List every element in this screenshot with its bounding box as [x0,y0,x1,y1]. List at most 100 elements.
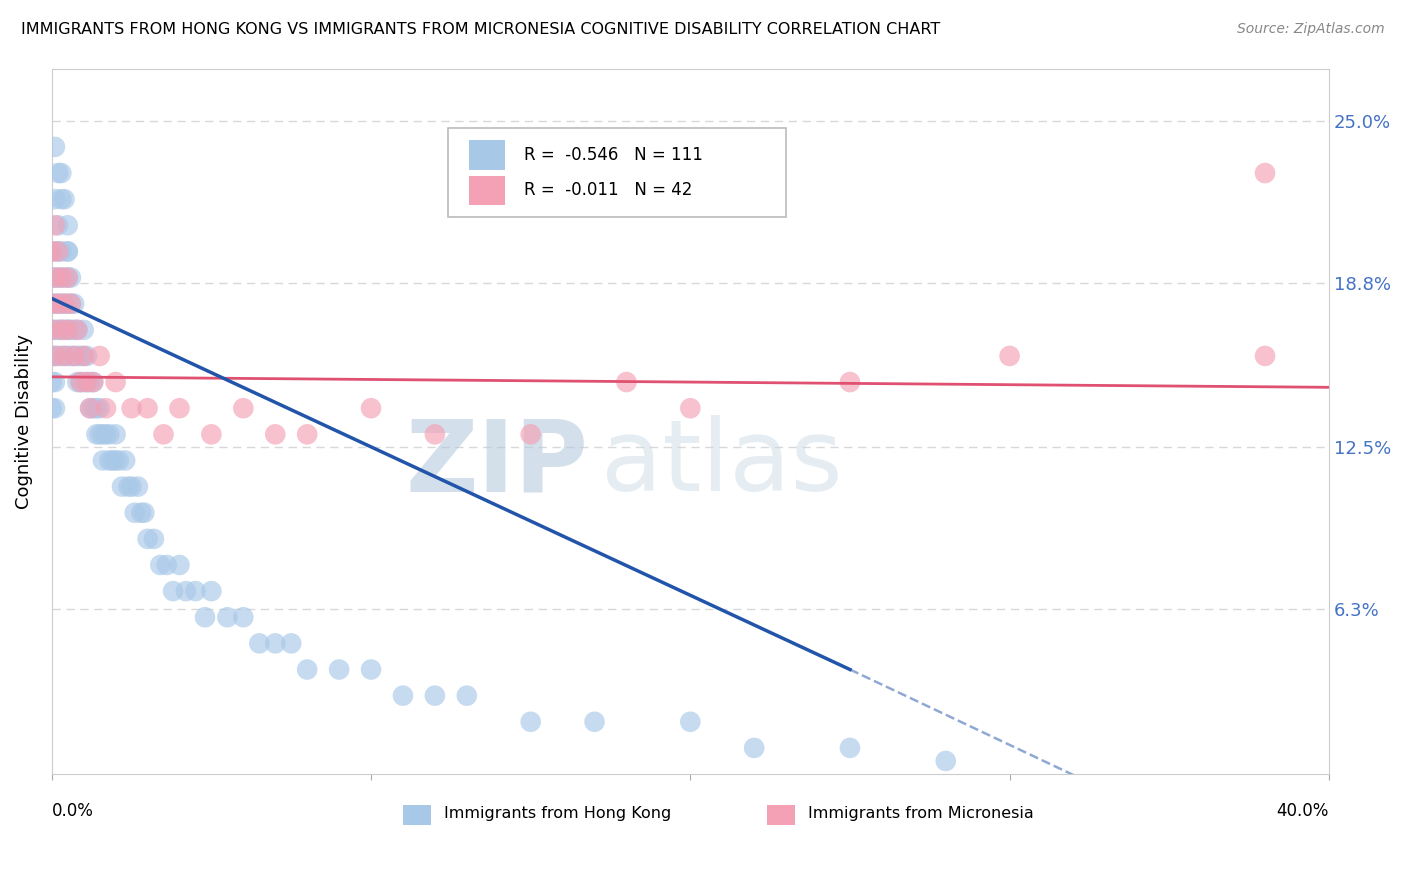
Point [51,323,73,337]
Point [51,192,73,206]
Point [104,427,127,442]
Point [69,375,91,389]
Point [53,349,76,363]
Point [41,401,63,416]
Point [59,270,82,285]
Text: Immigrants from Hong Kong: Immigrants from Hong Kong [444,806,671,821]
Point [44,192,66,206]
Point [63,296,86,310]
Point [247,636,270,650]
Point [91,453,114,467]
Text: R =  -0.011   N = 42: R = -0.011 N = 42 [524,181,693,200]
Point [392,689,415,703]
Point [79,401,101,416]
Point [76,349,98,363]
Point [360,401,382,416]
Point [360,663,382,677]
Point [104,375,127,389]
Point [59,296,82,310]
Point [162,584,184,599]
Point [136,401,159,416]
Point [121,480,143,494]
Point [51,349,73,363]
Point [56,323,79,337]
Point [44,270,66,285]
Point [53,296,76,310]
Point [423,427,446,442]
Point [107,453,129,467]
Point [44,244,66,259]
Point [73,323,96,337]
Point [328,663,350,677]
Point [91,427,114,442]
Point [117,480,139,494]
Point [41,323,63,337]
Point [86,427,108,442]
Point [295,663,318,677]
Point [44,401,66,416]
Point [66,323,89,337]
Point [142,532,165,546]
Point [41,323,63,337]
Point [174,584,197,599]
Point [56,244,79,259]
Point [66,349,89,363]
Bar [766,805,794,825]
Point [79,375,101,389]
Text: IMMIGRANTS FROM HONG KONG VS IMMIGRANTS FROM MICRONESIA COGNITIVE DISABILITY COR: IMMIGRANTS FROM HONG KONG VS IMMIGRANTS … [21,22,941,37]
Point [44,349,66,363]
Point [56,323,79,337]
Point [456,689,478,703]
Bar [470,140,505,169]
Point [184,584,207,599]
Point [98,453,121,467]
Point [217,610,239,624]
Point [169,401,191,416]
Point [59,323,82,337]
Point [63,349,86,363]
Point [41,349,63,363]
Point [76,375,98,389]
Point [46,270,69,285]
Point [46,296,69,310]
Point [41,296,63,310]
Point [56,270,79,285]
Point [44,219,66,233]
Point [44,323,66,337]
Point [149,558,172,572]
Point [44,349,66,363]
Point [44,296,66,310]
Point [41,375,63,389]
Point [46,166,69,180]
Point [89,427,111,442]
Point [156,558,179,572]
Text: Source: ZipAtlas.com: Source: ZipAtlas.com [1237,22,1385,37]
Point [46,323,69,337]
Point [519,714,541,729]
Point [127,480,149,494]
Point [194,610,217,624]
Point [56,349,79,363]
Text: 0.0%: 0.0% [52,802,94,821]
Point [56,244,79,259]
Point [41,244,63,259]
Point [134,506,156,520]
Point [76,375,98,389]
Point [114,453,136,467]
Point [94,427,117,442]
Point [41,270,63,285]
Point [280,636,302,650]
Point [94,401,117,416]
Point [44,270,66,285]
Point [264,636,287,650]
Point [53,270,76,285]
Point [423,689,446,703]
Point [66,375,89,389]
Point [46,244,69,259]
Y-axis label: Cognitive Disability: Cognitive Disability [15,334,32,508]
Point [46,349,69,363]
Point [839,375,862,389]
Point [46,244,69,259]
Point [56,270,79,285]
Point [56,296,79,310]
